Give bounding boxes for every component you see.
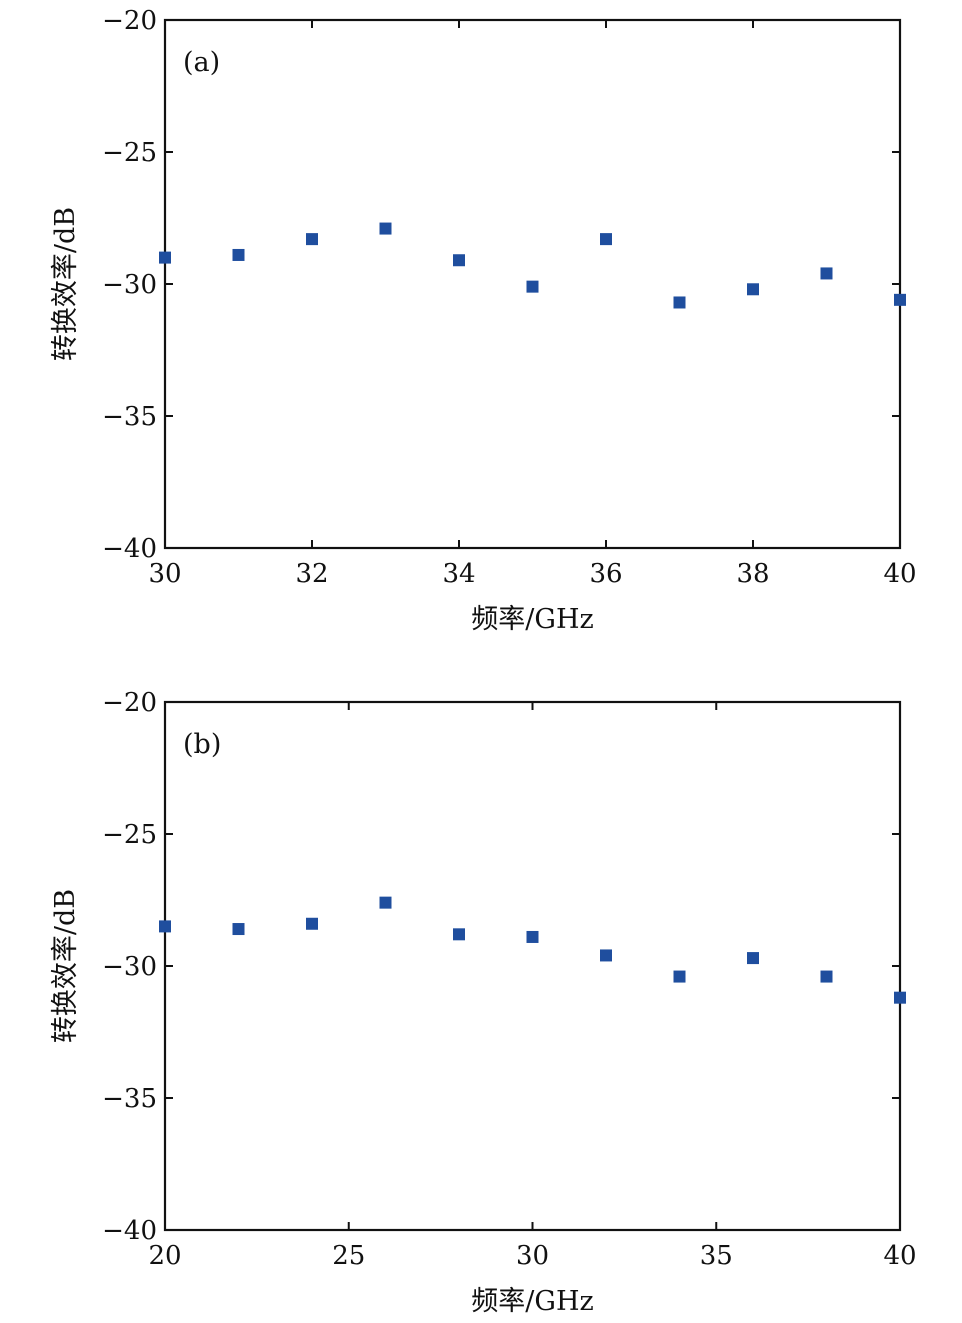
x-tick-label: 34 xyxy=(442,559,475,589)
data-point xyxy=(232,923,245,936)
data-point xyxy=(379,222,392,235)
x-axis-label: 频率/GHz xyxy=(471,1286,593,1317)
data-point xyxy=(673,296,686,309)
y-axis-label: 转换效率/dB xyxy=(50,207,81,361)
data-point xyxy=(747,952,759,965)
data-point xyxy=(820,267,833,280)
y-axis-label: 转换效率/dB xyxy=(50,889,81,1043)
data-point xyxy=(600,233,612,246)
data-point xyxy=(306,917,318,930)
panel-label: (a) xyxy=(183,47,220,78)
data-point xyxy=(159,251,171,264)
plot-frame xyxy=(163,700,902,1232)
data-point xyxy=(159,920,171,933)
y-tick-label: −30 xyxy=(102,270,157,300)
x-tick-label: 35 xyxy=(700,1241,733,1271)
data-point xyxy=(453,928,465,941)
data-point xyxy=(600,949,612,962)
x-tick-label: 32 xyxy=(295,559,328,589)
x-axis-label: 频率/GHz xyxy=(471,604,593,635)
x-tick-label: 30 xyxy=(516,1241,549,1271)
y-tick-label: −35 xyxy=(102,402,157,432)
data-point xyxy=(379,896,392,909)
y-tick-label: −40 xyxy=(102,534,157,564)
y-tick-label: −20 xyxy=(102,688,157,718)
data-point xyxy=(747,283,759,296)
x-tick-label: 20 xyxy=(148,1241,181,1271)
y-tick-label: −40 xyxy=(102,1216,157,1246)
x-tick-label: 36 xyxy=(589,559,622,589)
x-tick-label: 38 xyxy=(736,559,769,589)
x-tick-label: 40 xyxy=(883,1241,916,1271)
y-tick-label: −25 xyxy=(102,820,157,850)
y-tick-label: −25 xyxy=(102,138,157,168)
x-tick-label: 25 xyxy=(332,1241,365,1271)
y-tick-label: −35 xyxy=(102,1084,157,1114)
data-point xyxy=(894,991,906,1004)
y-tick-label: −20 xyxy=(102,6,157,36)
data-point xyxy=(526,930,539,943)
data-point xyxy=(894,293,906,306)
x-tick-label: 30 xyxy=(148,559,181,589)
data-point xyxy=(526,280,539,293)
data-point xyxy=(820,970,833,983)
panel-a: 30 32 34 36 38 40 −20 −25 −30 −35 −40 (a) 频率/GHz 转换效率… xyxy=(50,6,917,635)
data-point xyxy=(453,254,465,267)
x-tick-label: 40 xyxy=(883,559,916,589)
panel-label: (b) xyxy=(183,729,221,760)
y-tick-label: −30 xyxy=(102,952,157,982)
data-point xyxy=(673,970,686,983)
panel-b: 20 25 30 35 40 −20 −25 −30 −35 −40 (b) 频率/GHz 转换效率/d… xyxy=(50,688,917,1317)
data-point xyxy=(232,248,245,261)
data-point xyxy=(306,233,318,246)
